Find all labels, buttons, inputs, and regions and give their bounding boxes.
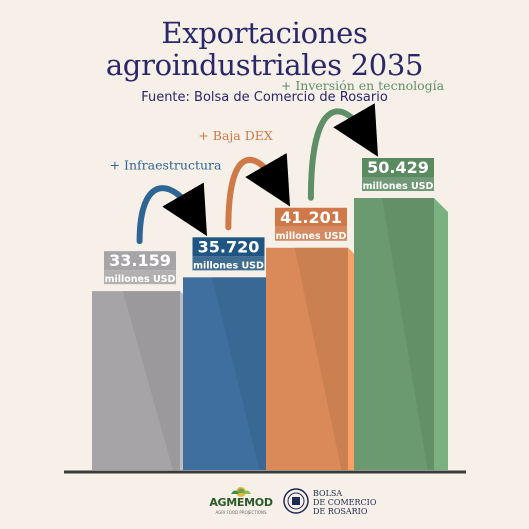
value-box bbox=[362, 158, 434, 177]
value-text: 50.429 bbox=[367, 158, 429, 177]
arrow-path bbox=[225, 152, 291, 231]
footer-logos: AGMEMOD AGRI FOOD PROJECTIONS BOLSA DE C… bbox=[0, 484, 529, 524]
unit-box bbox=[192, 256, 265, 271]
agmemod-logo: AGMEMOD AGRI FOOD PROJECTIONS bbox=[202, 484, 280, 520]
bar-shadow bbox=[294, 247, 348, 470]
annotation-text: + Baja DEX bbox=[198, 128, 273, 143]
bar-shadow bbox=[122, 291, 180, 470]
value-text: 33.159 bbox=[109, 251, 171, 270]
bar-shadow bbox=[212, 277, 266, 470]
value-box bbox=[275, 207, 347, 227]
leaf-icon bbox=[231, 487, 251, 497]
value-text: 41.201 bbox=[280, 208, 342, 227]
unit-box bbox=[362, 177, 434, 191]
bar-1 bbox=[92, 291, 194, 470]
bcr-name-line-2: DE COMERCIO bbox=[313, 498, 377, 507]
seal-icon bbox=[283, 488, 309, 514]
value-label-1: 33.159 millones USD bbox=[104, 251, 176, 285]
unit-text: millones USD bbox=[193, 260, 264, 271]
annotation-arrow-3: + Inversión en tecnología bbox=[281, 78, 445, 201]
bar-4 bbox=[354, 198, 448, 470]
bar-2 bbox=[183, 277, 280, 470]
value-label-2: 35.720 millones USD bbox=[192, 237, 265, 271]
annotation-arrow-2: + Baja DEX bbox=[198, 128, 291, 231]
bcr-logo: BOLSA DE COMERCIO DE ROSARIO bbox=[283, 486, 403, 520]
value-label-4: 50.429 millones USD bbox=[362, 158, 434, 192]
arrow-path bbox=[307, 103, 379, 201]
source-subtitle: Fuente: Bolsa de Comercio de Rosario bbox=[141, 90, 388, 105]
value-label-3: 41.201 millones USD bbox=[275, 207, 347, 242]
annotation-text: + Inversión en tecnología bbox=[281, 78, 445, 93]
unit-text: millones USD bbox=[105, 274, 176, 285]
bcr-name-line-1: BOLSA bbox=[313, 489, 343, 498]
bcr-name: BOLSA DE COMERCIO DE ROSARIO bbox=[313, 489, 403, 516]
bar-shadow bbox=[382, 198, 434, 470]
bar-side bbox=[434, 198, 448, 470]
unit-text: millones USD bbox=[363, 181, 434, 192]
unit-box bbox=[104, 270, 176, 285]
agmemod-name: AGMEMOD bbox=[209, 496, 273, 509]
bcr-name-line-3: DE ROSARIO bbox=[313, 507, 368, 516]
value-box bbox=[192, 237, 265, 257]
bar-3 bbox=[266, 247, 362, 470]
arrow-path bbox=[136, 182, 208, 245]
agmemod-tagline: AGRI FOOD PROJECTIONS bbox=[215, 510, 267, 515]
annotation-arrow-1: + Infraestructura bbox=[110, 157, 222, 245]
page-title-line-2: agroindustriales 2035 bbox=[105, 48, 424, 82]
unit-text: millones USD bbox=[276, 231, 347, 242]
annotation-text: + Infraestructura bbox=[110, 157, 222, 172]
unit-box bbox=[275, 226, 347, 241]
page-title-line-1: Exportaciones bbox=[161, 16, 368, 50]
value-text: 35.720 bbox=[198, 237, 260, 256]
value-box bbox=[104, 251, 176, 271]
